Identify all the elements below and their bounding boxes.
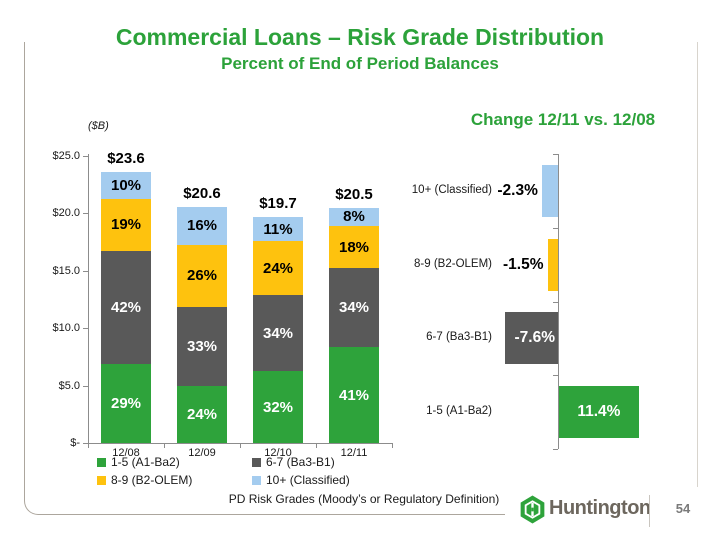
legend-item: 6-7 (Ba3-B1) [252,455,335,469]
change-row-label: 1-5 (A1-Ba2) [426,405,492,418]
bar-segment-grade_6_7: 34% [329,268,379,348]
y-axis-tick [83,156,88,157]
page-subtitle: Percent of End of Period Balances [221,54,499,73]
change-value-label-inside: 11.4% [559,386,639,439]
legend-swatch-grade_1_5 [97,457,106,467]
change-row-label: 8-9 (B2-OLEM) [414,257,492,270]
legend-swatch-grade_10 [252,475,261,485]
change-axis-tick [553,227,558,229]
change-bar-grade_8_9 [547,238,558,291]
y-axis-tick [83,385,88,387]
category-label: 12/10 [264,447,292,459]
bar-segment-grade_1_5: 41% [329,347,379,443]
bar-total-label: $20.5 [335,185,373,203]
x-axis-line [83,443,392,444]
legend-label: 1-5 (A1-Ba2) [111,455,180,469]
legend-item: 10+ (Classified) [252,473,350,487]
legend-label: 10+ (Classified) [266,473,350,487]
bar-segment-grade_8_9: 26% [177,244,227,307]
bar-segment-grade_6_7: 33% [177,306,227,386]
change-value-label-inside: -7.6% [504,312,558,365]
bar-segment-grade_8_9: 19% [101,199,151,251]
change-value-label: -2.3% [497,181,538,199]
legend-item: 8-9 (B2-OLEM) [97,473,192,487]
y-axis-tick [83,270,88,272]
change-row-label: 10+ (Classified) [411,183,492,196]
x-axis-tick [392,443,393,448]
category-label: 12/11 [340,447,368,459]
bar-total-label: $19.7 [259,194,297,212]
bar-total-label: $23.6 [107,150,145,168]
footer-logo-block: Huntington 54 [505,487,720,540]
bar-segment-grade_8_9: 24% [253,241,303,296]
change-axis-tick [553,375,558,377]
legend-swatch-grade_8_9 [97,475,106,485]
y-axis-tick-label: $- [70,437,80,449]
x-axis-tick [164,443,165,448]
bar-segment-grade_1_5: 32% [253,371,303,443]
change-axis-tick [553,154,558,155]
change-axis-tick [553,449,558,450]
bar-segment-grade_6_7: 42% [101,250,151,365]
y-axis-tick [83,213,88,215]
bar-segment-grade_10: 10% [101,172,151,200]
bar-segment-grade_10: 8% [329,207,379,227]
x-axis-tick [88,443,89,448]
y-axis-tick-label: $15.0 [52,264,80,277]
bar-segment-grade_6_7: 34% [253,295,303,372]
bar-segment-grade_1_5: 29% [101,364,151,443]
bar-segment-grade_8_9: 18% [329,226,379,269]
change-chart-title: Change 12/11 vs. 12/08 [470,110,656,129]
y-axis-tick [83,443,88,444]
bar-segment-grade_10: 11% [253,216,303,242]
legend-label: 8-9 (B2-OLEM) [111,473,193,487]
y-axis-tick-label: $5.0 [58,379,80,392]
huntington-wordmark: Huntington [549,497,651,519]
category-label: 12/08 [112,447,140,459]
change-axis-tick [553,301,558,303]
change-row-label: 6-7 (Ba3-B1) [426,331,492,344]
y-axis-line [88,154,89,443]
page-title: Commercial Loans – Risk Grade Distributi… [115,24,605,50]
y-axis-tick-label: $10.0 [52,322,80,335]
category-label: 12/09 [188,447,216,459]
legend-item: 1-5 (A1-Ba2) [97,455,180,469]
y-axis-tick [83,328,88,330]
bar-segment-grade_1_5: 24% [177,385,227,443]
change-axis-line [558,154,559,449]
footnote: PD Risk Grades (Moody’s or Regulatory De… [228,492,500,506]
footer-divider [649,495,650,527]
page-number: 54 [675,501,691,516]
legend-label: 6-7 (Ba3-B1) [266,455,335,469]
x-axis-tick [240,443,241,448]
y-axis-tick-label: $25.0 [52,150,80,162]
change-value-label: -1.5% [503,255,544,273]
huntington-hexagon-logo-icon [519,495,546,529]
bar-segment-grade_10: 16% [177,206,227,245]
legend-swatch-grade_6_7 [252,457,261,467]
x-axis-tick [316,443,317,448]
y-axis-unit-label: ($B) [88,120,109,132]
change-bar-grade_10 [541,164,558,217]
y-axis-tick-label: $20.0 [52,207,80,220]
content-frame-border [24,42,698,515]
bar-total-label: $20.6 [183,184,221,202]
